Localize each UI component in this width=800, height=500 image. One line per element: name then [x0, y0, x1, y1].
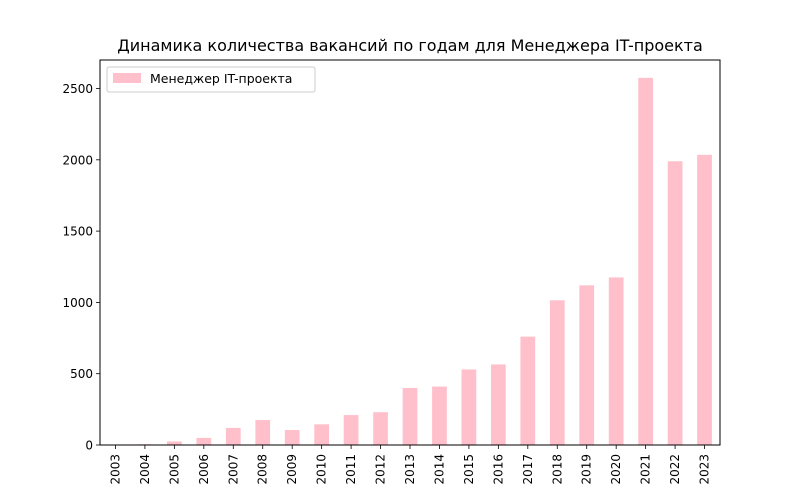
bar-2014 [432, 386, 447, 445]
bar-2018 [549, 300, 565, 445]
x-tick-label: 2018 [550, 454, 564, 485]
y-tick-label: 1500 [62, 225, 93, 239]
x-tick-label: 2007 [226, 454, 240, 485]
y-tick-label: 500 [70, 367, 93, 381]
x-tick-label: 2012 [374, 454, 388, 485]
x-tick-label: 2009 [285, 454, 299, 485]
bar-2017 [520, 336, 536, 445]
bar-2021 [638, 77, 653, 445]
x-tick-label: 2010 [315, 454, 329, 485]
x-tick-label: 2006 [197, 454, 211, 485]
x-tick-label: 2011 [344, 454, 358, 485]
x-tick-label: 2020 [609, 454, 623, 485]
y-tick-label: 2000 [62, 153, 93, 167]
bar-2009 [284, 430, 300, 445]
y-axis: 0 500 1000 1500 2000 2500 [62, 82, 100, 453]
bar-2016 [491, 364, 506, 445]
bar-2012 [373, 412, 388, 445]
x-tick-label: 2013 [403, 454, 417, 485]
x-tick-label: 2021 [639, 454, 653, 485]
x-tick-label: 2022 [668, 454, 682, 485]
plot-frame [99, 59, 721, 446]
x-tick-label: 2008 [256, 454, 270, 485]
x-tick-label: 2017 [521, 454, 535, 485]
bar-2005 [167, 441, 182, 445]
bar-2010 [314, 424, 330, 445]
legend-box [106, 66, 316, 93]
x-tick-label: 2016 [491, 454, 505, 485]
x-tick-label: 2019 [580, 454, 594, 485]
legend: Менеджер IT-проекта [106, 66, 316, 93]
x-axis: 2003 2004 2005 2006 2007 2008 2009 2010 2011 2012… [108, 445, 712, 485]
x-tick-label: 2014 [432, 454, 446, 485]
x-tick-label: 2005 [167, 454, 181, 485]
y-tick-label: 0 [85, 439, 93, 453]
y-tick-label: 1000 [62, 296, 93, 310]
bar-2022 [667, 161, 683, 446]
bar-2019 [579, 285, 595, 445]
bar-2020 [608, 277, 624, 445]
legend-swatch [113, 73, 141, 83]
chart-title: Динамика количества вакансий по годам дл… [117, 36, 703, 55]
bar-2011 [343, 415, 359, 445]
bar-2023 [697, 154, 712, 445]
bars-layer [108, 77, 712, 446]
bar-2013 [402, 387, 418, 445]
legend-label: Менеджер IT-проекта [150, 71, 292, 86]
x-tick-label: 2004 [138, 454, 152, 485]
bar-2008 [255, 420, 271, 445]
bar-2015 [461, 369, 477, 445]
bar-2007 [225, 427, 241, 445]
x-tick-label: 2003 [108, 454, 122, 485]
x-tick-label: 2015 [462, 454, 476, 485]
x-tick-label: 2023 [698, 454, 712, 485]
bar-2006 [196, 437, 212, 445]
y-tick-label: 2500 [62, 82, 93, 96]
